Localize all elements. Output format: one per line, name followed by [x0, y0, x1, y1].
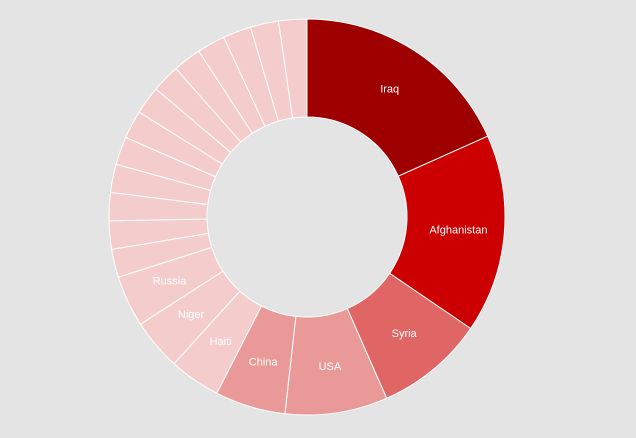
donut-labels: Iraq Afghanistan Syria USA China Haiti Niger Ru… — [153, 83, 488, 373]
slice-afghanistan — [388, 135, 506, 330]
slice-label-russia: Russia — [153, 276, 188, 288]
slice-iraq — [306, 18, 489, 177]
slice-label-iraq: Iraq — [380, 83, 399, 95]
slice-label-niger: Niger — [178, 309, 205, 321]
slice-label-syria: Syria — [392, 328, 418, 340]
slice-label-afghanistan: Afghanistan — [429, 224, 487, 236]
slice-label-usa: USA — [319, 361, 342, 373]
slice-label-haiti: Haiti — [210, 336, 232, 348]
donut-slices — [108, 18, 506, 416]
slice-unlabeled-20 — [277, 18, 308, 119]
slice-label-china: China — [249, 356, 279, 368]
